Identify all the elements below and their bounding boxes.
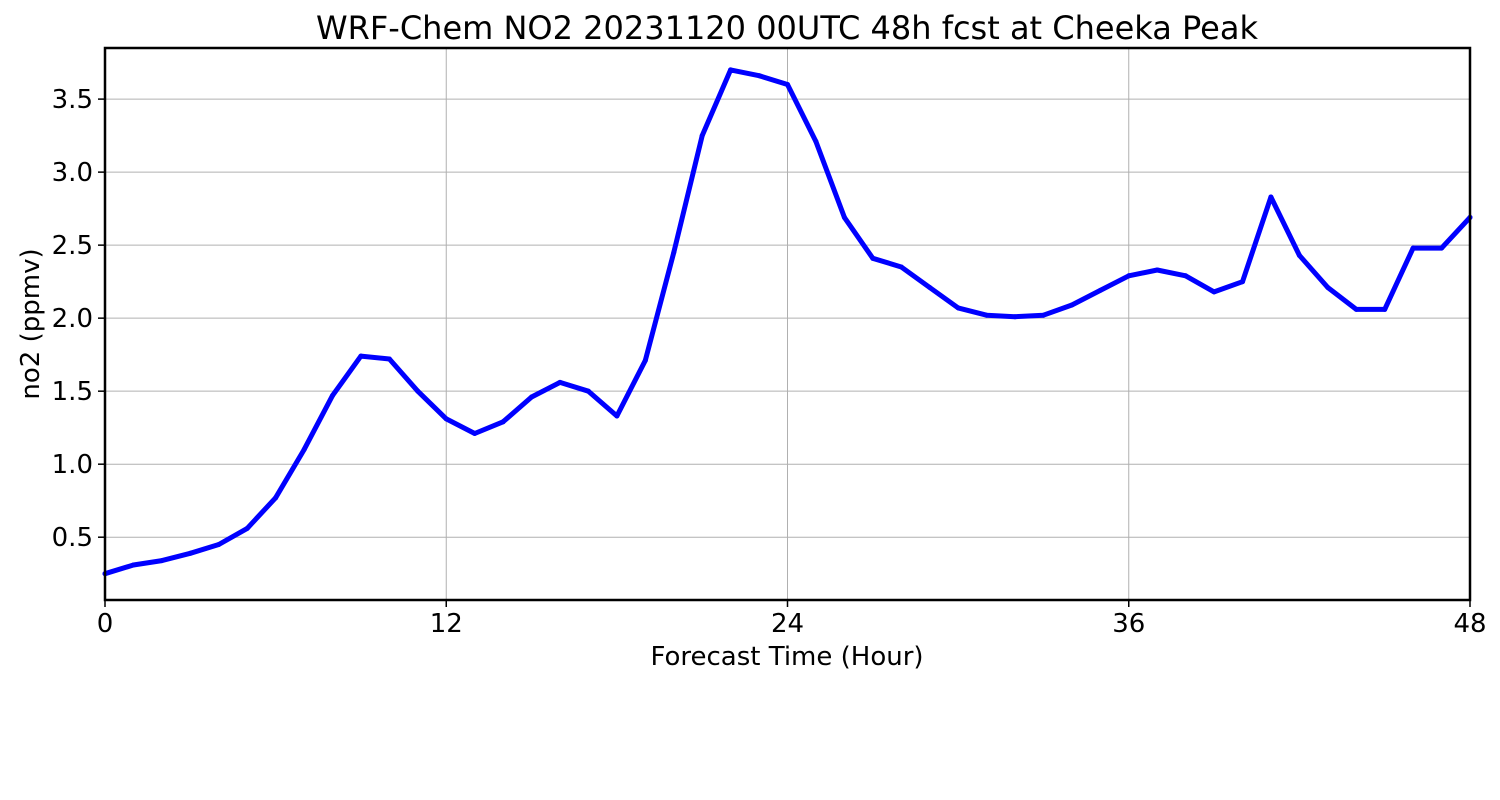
- data-point: [472, 431, 478, 436]
- data-point: [1296, 252, 1302, 258]
- data-point: [898, 264, 904, 270]
- data-point: [955, 305, 961, 311]
- data-point: [273, 495, 279, 501]
- y-tick-label: 3.0: [52, 158, 93, 188]
- data-point: [443, 416, 449, 422]
- data-point: [1211, 289, 1217, 295]
- x-tick-label: 36: [1112, 609, 1145, 639]
- chart-title: WRF-Chem NO2 20231120 00UTC 48h fcst at …: [316, 9, 1258, 47]
- grid: [104, 48, 1471, 600]
- x-tick-label: 12: [430, 609, 463, 639]
- x-axis-label: Forecast Time (Hour): [650, 642, 923, 672]
- data-point: [1410, 245, 1416, 251]
- data-point: [728, 67, 734, 73]
- y-axis-label: no2 (ppmv): [16, 248, 46, 399]
- y-tick-label: 0.5: [52, 523, 93, 553]
- data-point: [1439, 245, 1445, 251]
- data-point: [529, 394, 535, 400]
- data-point: [244, 525, 250, 531]
- series-group: [102, 67, 1473, 577]
- data-point: [557, 379, 563, 385]
- y-tick-label: 2.0: [52, 304, 93, 334]
- y-tick-label: 3.5: [52, 85, 93, 115]
- data-point: [1097, 287, 1103, 293]
- data-point: [927, 285, 933, 290]
- data-point: [1040, 312, 1046, 318]
- data-point: [841, 214, 847, 220]
- data-point: [1012, 314, 1018, 320]
- data-point: [870, 255, 876, 261]
- x-axis: 0 12 24 36 48: [97, 600, 1487, 639]
- x-tick-label: 0: [97, 609, 114, 639]
- data-point: [785, 82, 790, 87]
- data-point: [1268, 194, 1274, 200]
- data-point: [415, 388, 421, 394]
- data-point: [1183, 273, 1189, 279]
- data-point: [216, 542, 222, 547]
- y-tick-label: 1.5: [52, 377, 93, 407]
- data-point: [1353, 306, 1359, 312]
- data-point: [671, 249, 677, 255]
- data-point: [614, 413, 620, 419]
- data-point: [1126, 273, 1132, 279]
- data-point: [386, 356, 392, 362]
- data-point: [1154, 267, 1160, 273]
- data-point: [756, 73, 762, 79]
- data-point: [585, 388, 591, 394]
- data-point: [1240, 279, 1245, 285]
- data-point: [813, 139, 819, 144]
- data-point: [330, 393, 335, 399]
- data-point: [1069, 302, 1075, 308]
- data-point: [1325, 285, 1331, 290]
- data-point: [159, 558, 165, 564]
- x-tick-label: 24: [771, 609, 804, 639]
- data-point: [699, 133, 705, 139]
- data-point: [130, 562, 136, 568]
- y-axis: 0.5 1.0 1.5 2.0 2.5 3.0 3.5: [52, 85, 105, 553]
- data-point: [358, 353, 364, 359]
- data-point: [187, 550, 193, 556]
- x-tick-label: 48: [1453, 609, 1486, 639]
- data-point: [301, 447, 307, 453]
- y-tick-label: 2.5: [52, 231, 93, 261]
- data-point: [984, 312, 990, 318]
- data-point: [642, 358, 648, 363]
- y-tick-label: 1.0: [52, 450, 93, 480]
- data-point: [500, 419, 506, 425]
- data-point: [1382, 306, 1388, 312]
